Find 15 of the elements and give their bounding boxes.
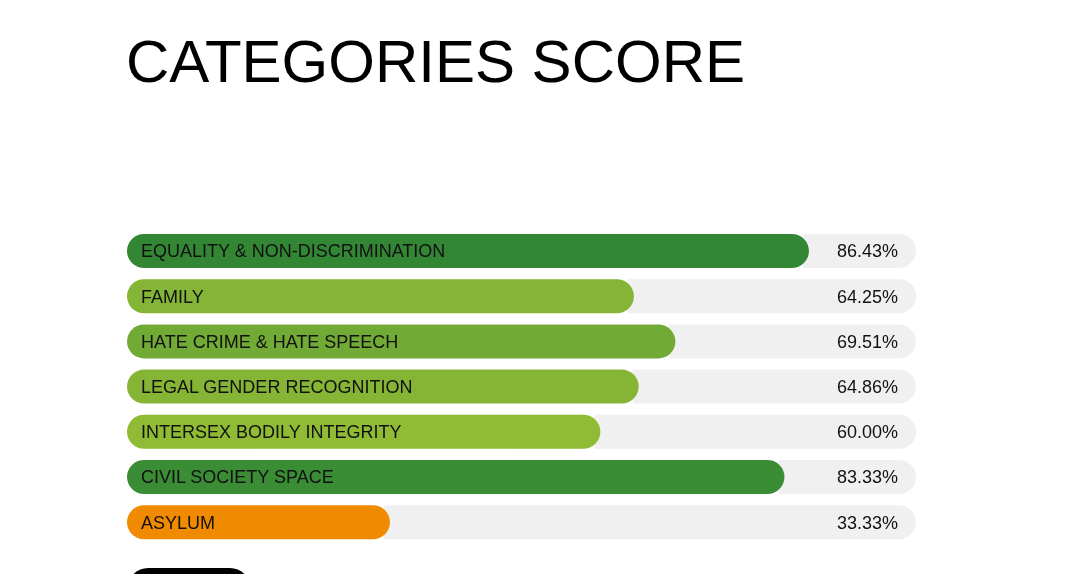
y-tick-label: HATE CRIME & HATE SPEECH xyxy=(141,331,399,352)
data-label: 69.51% xyxy=(836,331,898,352)
y-tick-label: CIVIL SOCIETY SPACE xyxy=(141,467,334,488)
data-label: 86.43% xyxy=(836,241,898,262)
data-label: 60.00% xyxy=(836,422,898,443)
y-tick-label: LEGAL GENDER RECOGNITION xyxy=(141,376,413,397)
y-tick-label: INTERSEX BODILY INTEGRITY xyxy=(141,422,402,443)
data-label: 33.33% xyxy=(836,512,898,533)
data-label: 83.33% xyxy=(836,467,898,488)
y-tick-label: EQUALITY & NON-DISCRIMINATION xyxy=(141,241,446,262)
data-label: 64.86% xyxy=(836,376,898,397)
chart-title: CATEGORIES SCORE xyxy=(126,28,745,95)
y-tick-label: ASYLUM xyxy=(141,512,216,533)
y-tick-label: FAMILY xyxy=(141,286,204,307)
data-label: 64.25% xyxy=(836,286,898,307)
